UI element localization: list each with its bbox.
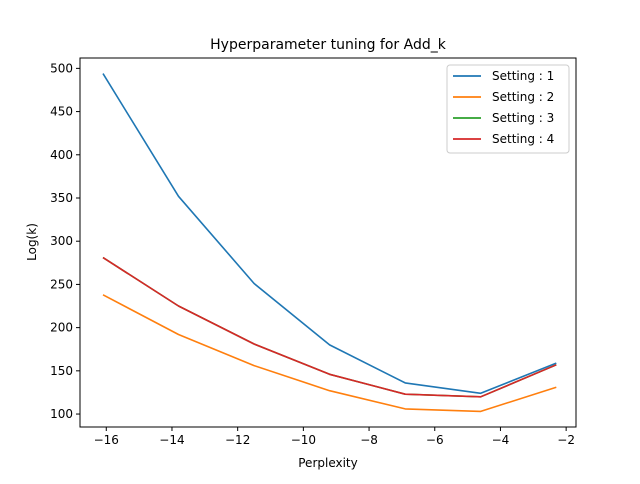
y-axis: 100 150 200 250 300 350 400 450 500 <box>50 61 80 421</box>
y-tick-label: 250 <box>50 277 73 291</box>
x-tick-label: −14 <box>159 433 184 447</box>
legend-label-2: Setting : 2 <box>492 90 554 104</box>
series-line-1 <box>102 73 557 395</box>
y-tick-label: 450 <box>50 105 73 119</box>
x-tick-label: −4 <box>492 433 510 447</box>
series-line-4 <box>102 256 557 398</box>
y-tick-label: 100 <box>50 407 73 421</box>
legend: Setting : 1 Setting : 2 Setting : 3 Setting… <box>446 64 570 154</box>
y-tick-label: 350 <box>50 191 73 205</box>
y-tick-label: 400 <box>50 148 73 162</box>
y-tick-label: 300 <box>50 234 73 248</box>
plot-area-frame <box>79 57 577 428</box>
x-axis-label: Perplexity <box>298 456 358 470</box>
legend-box <box>446 64 570 154</box>
series-layer <box>102 73 557 413</box>
x-tick-label: −16 <box>94 433 119 447</box>
x-tick-label: −6 <box>426 433 444 447</box>
legend-label-3: Setting : 3 <box>492 111 554 125</box>
y-tick-label: 200 <box>50 321 73 335</box>
legend-label-1: Setting : 1 <box>492 69 554 83</box>
x-tick-label: −10 <box>291 433 316 447</box>
y-tick-label: 500 <box>50 61 73 75</box>
chart-title: Hyperparameter tuning for Add_k <box>210 37 447 53</box>
y-axis-label: Log(k) <box>25 223 39 261</box>
legend-label-4: Setting : 4 <box>492 132 554 146</box>
x-tick-label: −8 <box>360 433 378 447</box>
y-tick-label: 150 <box>50 364 73 378</box>
x-tick-label: −12 <box>225 433 250 447</box>
x-axis: −16 −14 −12 −10 −8 −6 −4 −2 <box>94 427 575 447</box>
series-line-2 <box>102 294 557 413</box>
x-tick-label: −2 <box>557 433 575 447</box>
